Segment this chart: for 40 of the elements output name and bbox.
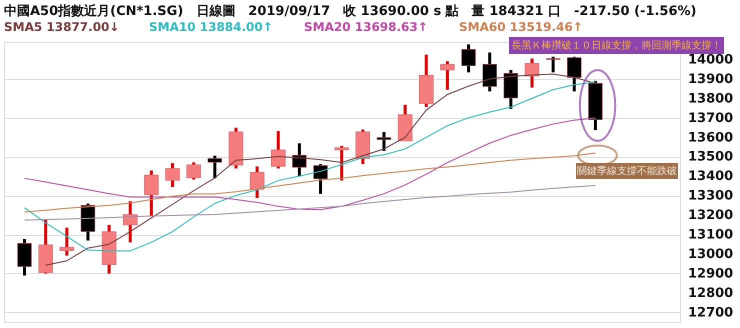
annotation: 關鍵季線支撐不能跌破 [577,165,677,177]
text: SMA5 13877.00↓ [4,20,120,34]
candlestick [313,164,328,194]
y-tick-label: 12800 [688,286,734,301]
candlestick [144,170,159,216]
candlestick [123,201,138,242]
candlestick [165,163,180,188]
annotation: 長黑Ｋ棒攢破１０日線支撐，將回測季線支撐！ [512,40,722,52]
y-tick-label: 13800 [688,91,734,106]
y-tick-label: 13400 [688,169,734,184]
y-tick-label: 13700 [688,110,734,126]
y-tick-label: 13900 [688,72,734,87]
chart-title: 中國A50指數近月(CN*1.SG) 日線圖 2019/09/17 收 13690.00 s 點 量 184321 口 -217.50 (-1.56%) [4,3,696,19]
candlestick [60,228,74,256]
candlestick [250,166,264,198]
candlestick [461,44,476,72]
y-tick-label: 13200 [688,208,734,224]
text: SMA60 13519.46↑ [459,20,583,34]
y-tick-label: 13300 [688,188,734,204]
candlestick [567,56,582,92]
candlestick [17,238,32,276]
text: SMA10 13884.00↑ [149,20,273,34]
candlestick [482,52,497,92]
candlestick [271,131,286,168]
y-tick-label: 13000 [688,246,734,262]
y-tick-label: 13100 [688,228,734,242]
candlestick [524,58,540,88]
y-tick-label: 12900 [688,266,734,282]
candlestick [292,143,307,176]
text: SMA20 13698.63↑ [304,20,428,34]
y-tick-label: 14000 [688,52,734,68]
line-series [24,152,596,212]
y-tick-label: 12700 [688,305,734,320]
candlestick [546,56,560,72]
y-tick-label: 13600 [688,130,734,146]
candlestick [186,162,201,180]
candlestick [440,61,455,90]
candlestick [376,132,392,151]
candlestick [208,156,222,178]
y-tick-label: 13500 [688,150,734,165]
